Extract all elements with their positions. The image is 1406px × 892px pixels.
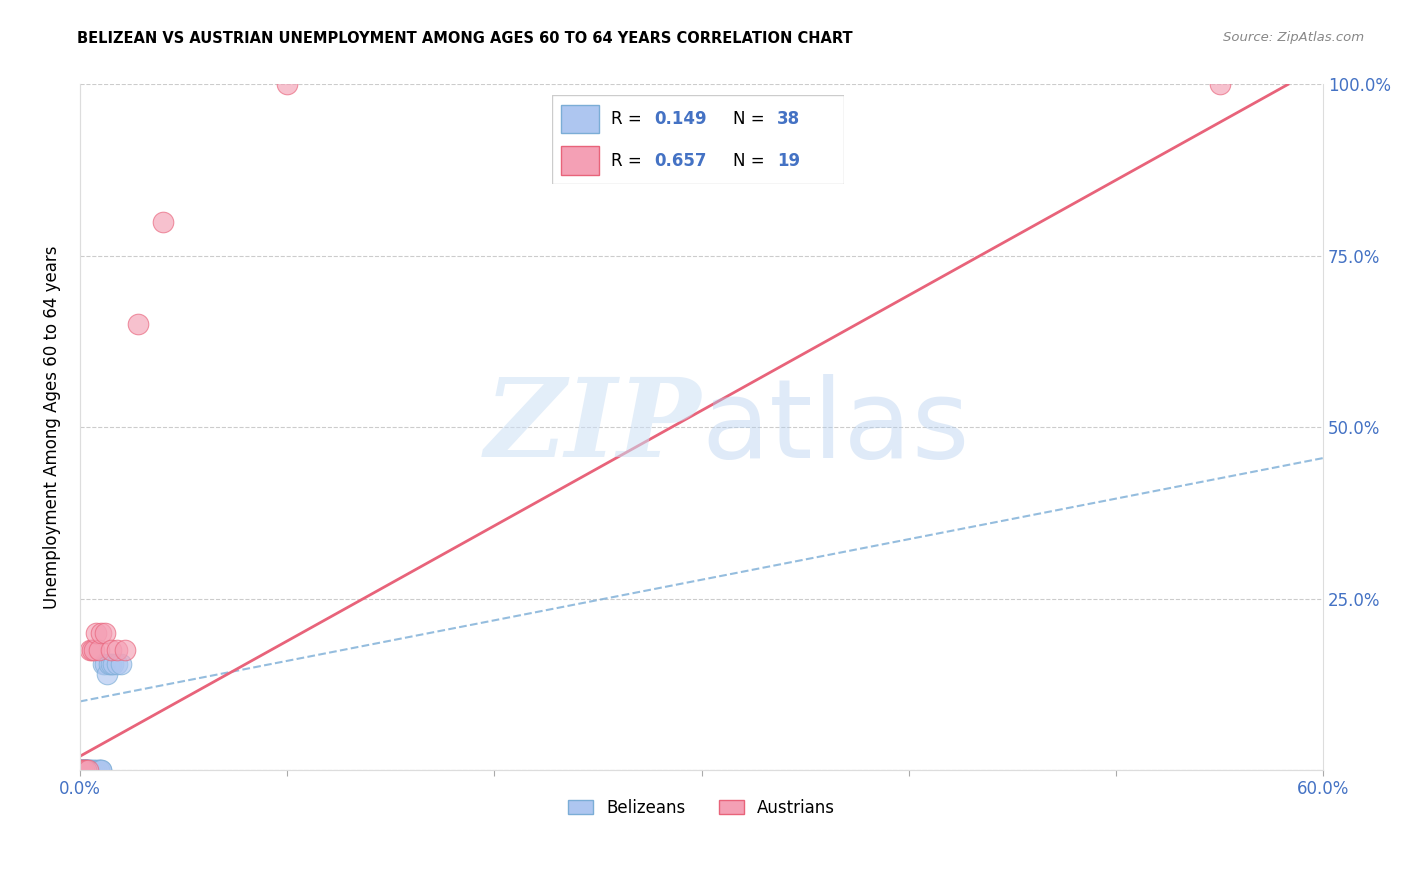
Point (100, 643, 122, 657)
Point (105, 643, 128, 657)
Point (69, 763, 91, 777)
Point (114, 643, 136, 657)
Point (79, 763, 101, 777)
Point (70, 763, 93, 777)
Point (75, 763, 97, 777)
Point (91, 657, 114, 671)
Point (90, 626, 112, 640)
Point (73, 763, 96, 777)
Point (97, 657, 120, 671)
Point (93, 626, 115, 640)
Text: BELIZEAN VS AUSTRIAN UNEMPLOYMENT AMONG AGES 60 TO 64 YEARS CORRELATION CHART: BELIZEAN VS AUSTRIAN UNEMPLOYMENT AMONG … (77, 31, 853, 46)
Point (90, 763, 112, 777)
Point (105, 657, 128, 671)
Point (75, 763, 97, 777)
Y-axis label: Unemployment Among Ages 60 to 64 years: Unemployment Among Ages 60 to 64 years (44, 245, 60, 609)
Point (73, 763, 96, 777)
Point (73, 763, 96, 777)
Point (152, 214, 174, 228)
Point (87, 763, 110, 777)
Point (73, 763, 96, 777)
Point (77, 763, 100, 777)
Point (69, 763, 91, 777)
Point (70, 763, 93, 777)
Point (77, 763, 100, 777)
Point (96, 667, 118, 681)
Point (70, 763, 93, 777)
Point (86, 626, 108, 640)
Point (110, 657, 132, 671)
Point (75, 763, 97, 777)
Text: ZIP: ZIP (485, 374, 702, 481)
Point (82, 763, 104, 777)
Point (79, 643, 101, 657)
Legend: Belizeans, Austrians: Belizeans, Austrians (561, 792, 842, 823)
Point (75, 763, 97, 777)
Point (69, 763, 91, 777)
Point (1208, 78, 1230, 92)
Point (75, 763, 97, 777)
Text: Source: ZipAtlas.com: Source: ZipAtlas.com (1223, 31, 1364, 45)
Point (75, 763, 97, 777)
Point (69, 763, 91, 777)
Point (276, 78, 298, 92)
Point (69, 763, 91, 777)
Point (101, 657, 124, 671)
Point (90, 763, 112, 777)
Text: atlas: atlas (702, 374, 970, 481)
Point (100, 657, 122, 671)
Point (87, 763, 110, 777)
Point (70, 763, 93, 777)
Point (87, 643, 110, 657)
Point (127, 318, 149, 332)
Point (77, 763, 100, 777)
Point (83, 643, 105, 657)
Point (79, 763, 101, 777)
Point (83, 763, 105, 777)
Point (73, 763, 96, 777)
Point (86, 763, 108, 777)
Point (82, 643, 104, 657)
Point (93, 657, 115, 671)
Point (69, 763, 91, 777)
Point (75, 763, 97, 777)
Point (69, 763, 91, 777)
